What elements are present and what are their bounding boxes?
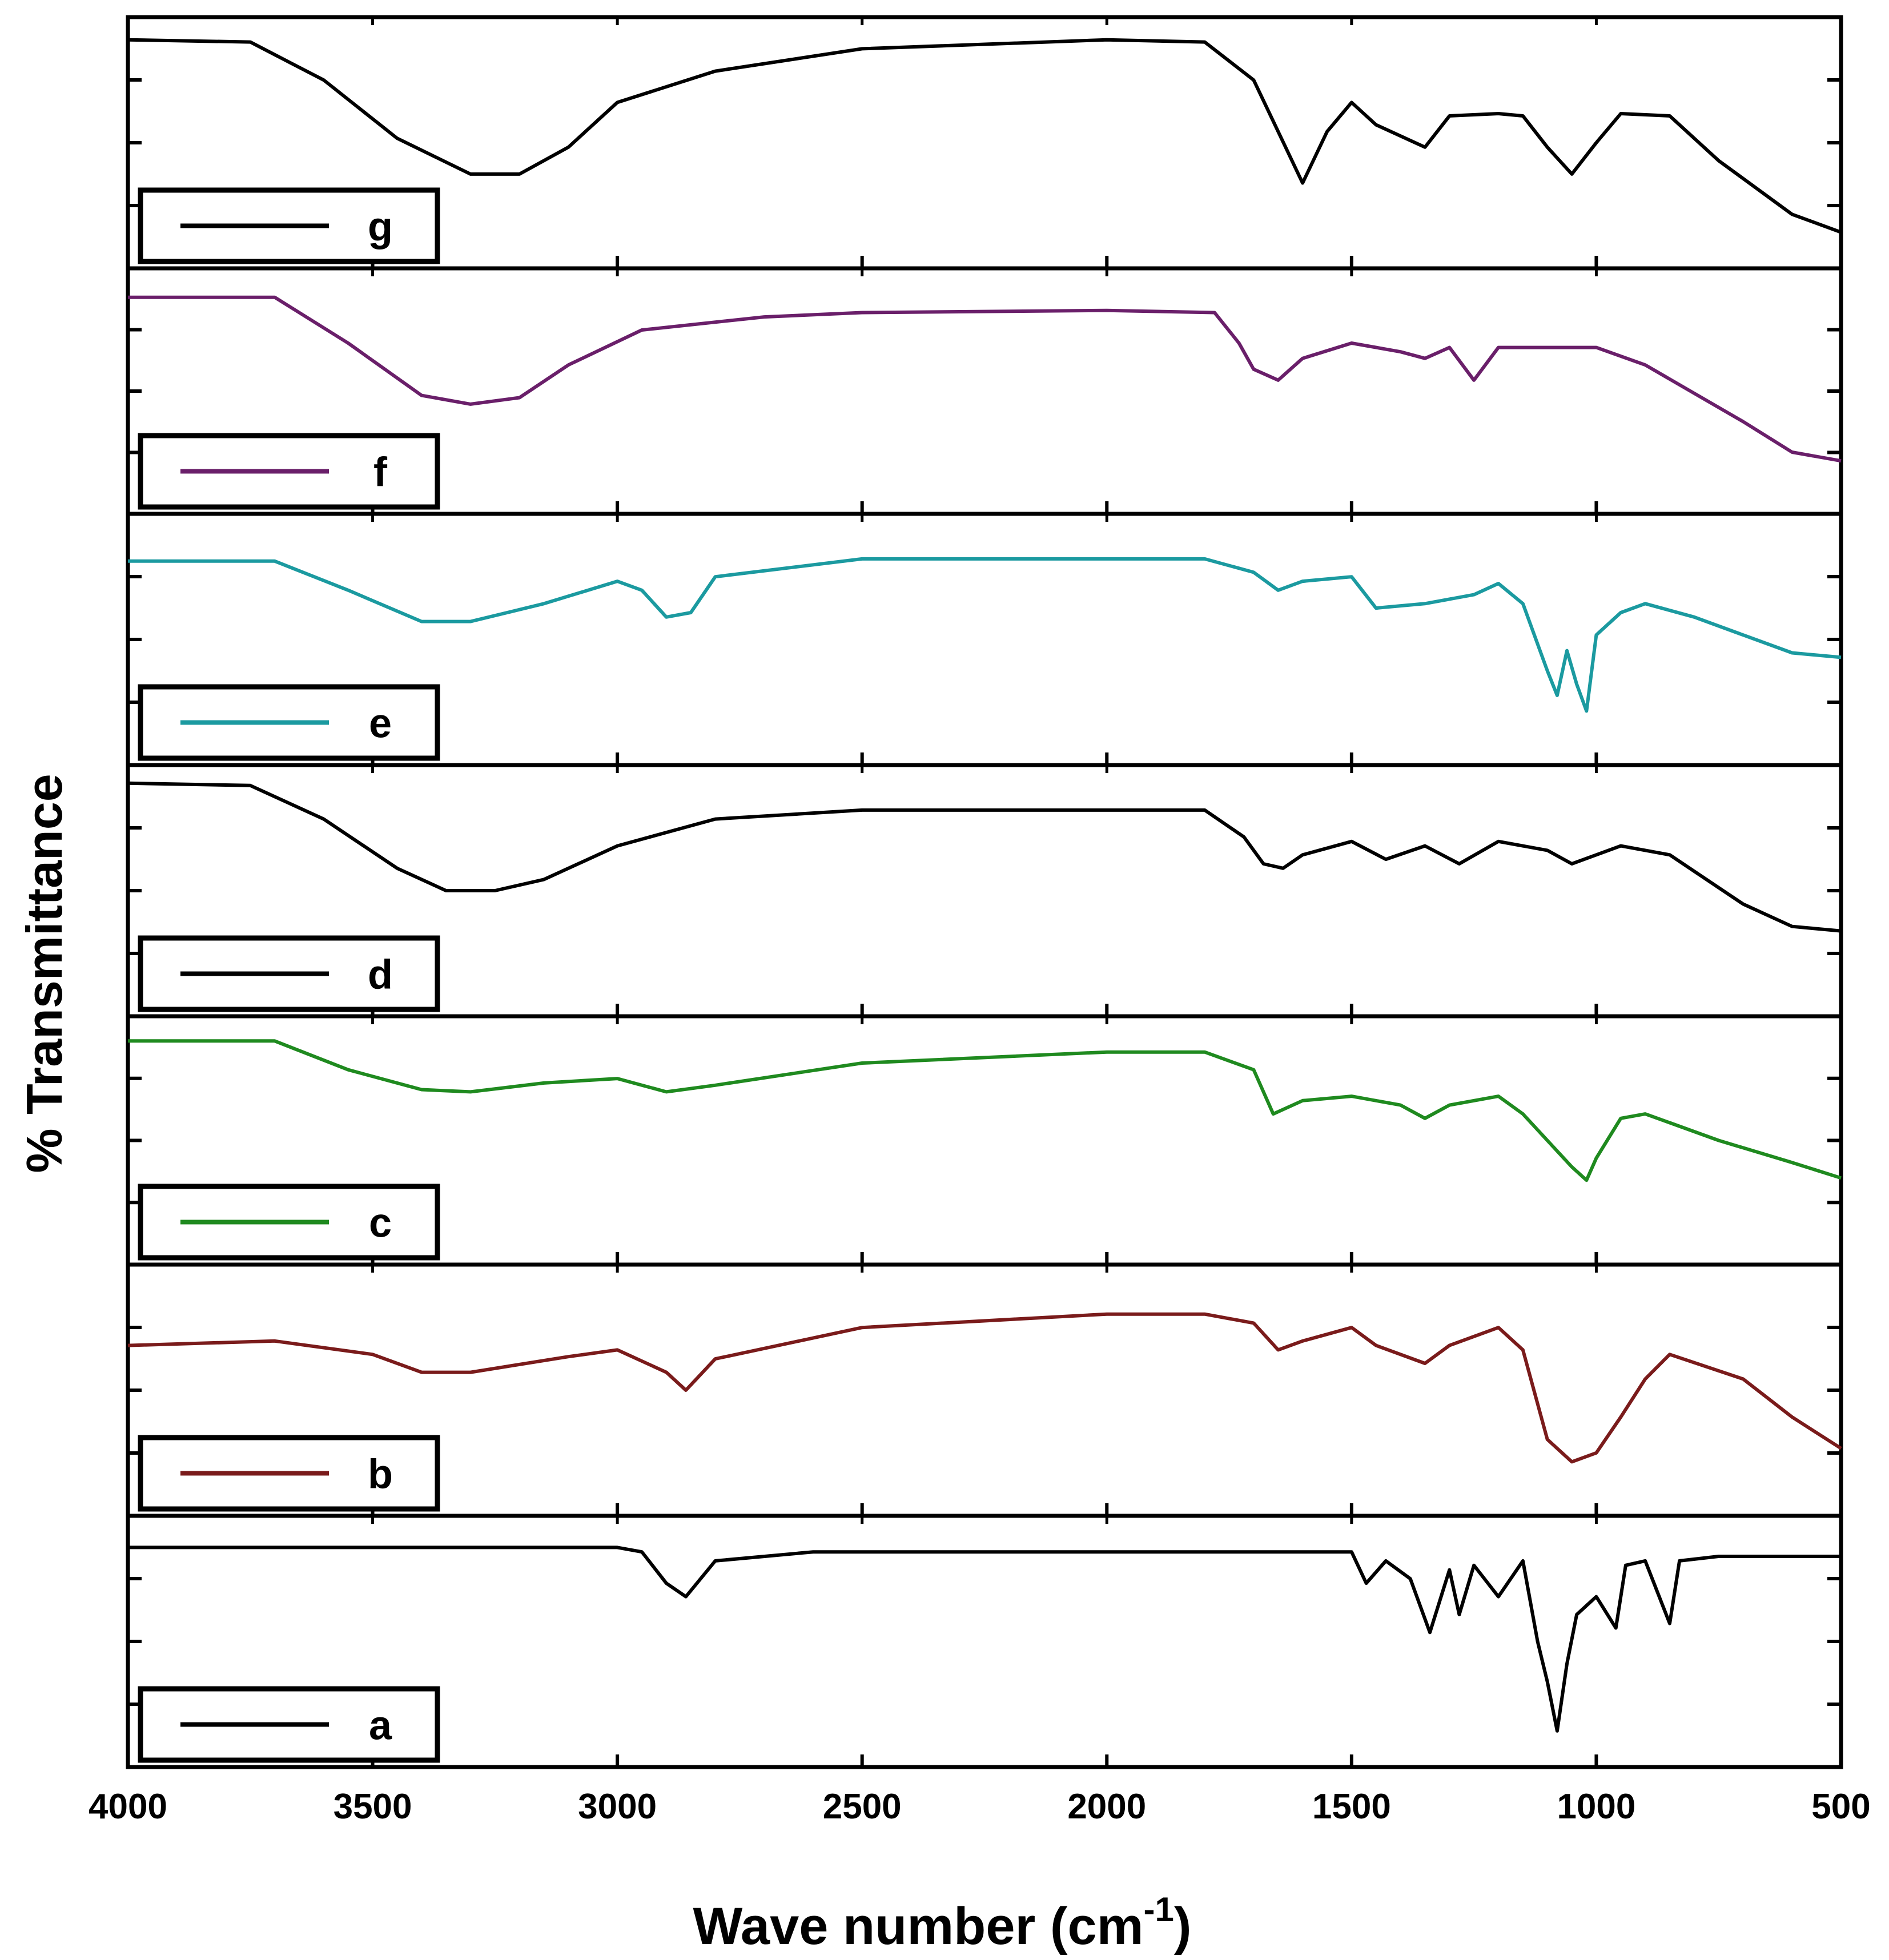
legend-f: f: [138, 433, 440, 510]
series-line-b: [127, 1312, 1842, 1464]
x-tick-labels: 4000 3500 3000 2500 2000 1500 1000 500: [89, 1787, 1871, 1826]
series-line-e: [128, 557, 1842, 713]
legend-g: g: [138, 187, 440, 264]
legend-label: e: [369, 701, 392, 747]
panel-a: a: [126, 1514, 1843, 1769]
legend-label: d: [368, 952, 393, 998]
panel-c: c: [126, 1014, 1843, 1267]
series-line-f: [128, 295, 1842, 463]
panel-f: f: [126, 266, 1843, 516]
legend-b: b: [138, 1435, 440, 1512]
series-line-d: [127, 781, 1842, 933]
legend-label: b: [368, 1452, 393, 1498]
legend-label: f: [373, 450, 388, 496]
x-tick-label: 4000: [89, 1787, 167, 1826]
x-tick-label: 2000: [1067, 1787, 1146, 1826]
x-tick-label: 3500: [333, 1787, 412, 1826]
chart-panels: g f e d c b a: [126, 15, 1843, 1769]
legend-label: a: [369, 1703, 392, 1749]
x-tick-label: 2500: [823, 1787, 902, 1826]
legend-label: c: [369, 1201, 392, 1246]
legend-label: g: [368, 204, 393, 250]
x-tick-label: 1000: [1557, 1787, 1635, 1826]
series-line-a: [128, 1546, 1841, 1733]
panel-b: b: [126, 1262, 1843, 1518]
x-tick-label: 3000: [578, 1787, 657, 1826]
panel-g: g: [126, 15, 1843, 271]
y-axis-label: % Transmittance: [16, 774, 73, 1173]
panel-d: d: [126, 763, 1843, 1019]
legend-d: d: [138, 935, 440, 1012]
x-axis-label: Wave number (cm-1): [693, 1890, 1191, 1955]
series-line-c: [128, 1039, 1842, 1182]
legend-c: c: [138, 1184, 440, 1261]
legend-a: a: [138, 1686, 440, 1763]
legend-e: e: [138, 684, 440, 761]
series-line-g: [127, 38, 1842, 234]
x-tick-label: 500: [1811, 1787, 1870, 1826]
x-tick-label: 1500: [1312, 1787, 1391, 1826]
panel-e: e: [126, 512, 1843, 767]
